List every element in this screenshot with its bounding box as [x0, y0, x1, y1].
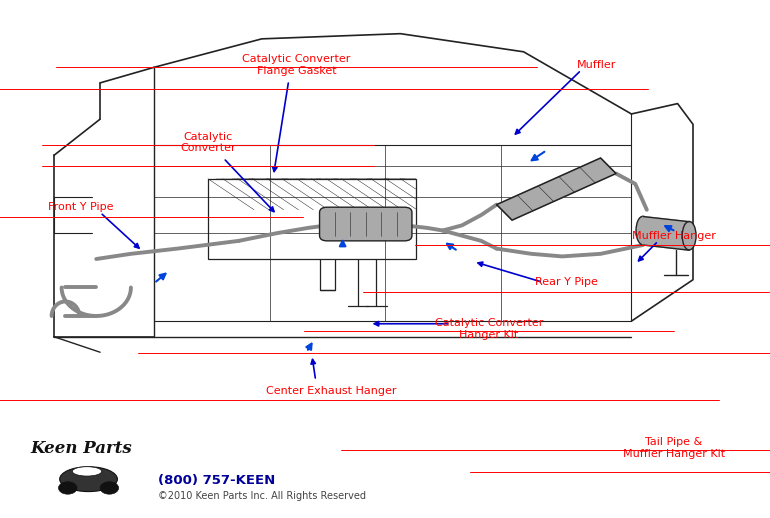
FancyBboxPatch shape [320, 207, 412, 241]
Text: Catalytic Converter
Flange Gasket: Catalytic Converter Flange Gasket [243, 54, 350, 76]
Ellipse shape [60, 467, 117, 492]
Text: Catalytic
Converter: Catalytic Converter [180, 132, 236, 153]
Ellipse shape [636, 217, 650, 245]
Polygon shape [643, 217, 689, 250]
Text: Rear Y Pipe: Rear Y Pipe [534, 277, 598, 287]
Text: Tail Pipe &
Muffler Hanger Kit: Tail Pipe & Muffler Hanger Kit [623, 437, 725, 459]
Text: Front Y Pipe: Front Y Pipe [48, 202, 114, 212]
Text: Catalytic Converter
Hanger Kit: Catalytic Converter Hanger Kit [435, 318, 543, 340]
Text: Muffler: Muffler [577, 60, 617, 70]
Circle shape [100, 482, 119, 494]
Text: Keen Parts: Keen Parts [31, 440, 132, 456]
Ellipse shape [682, 222, 696, 250]
Circle shape [59, 482, 77, 494]
Text: Center Exhaust Hanger: Center Exhaust Hanger [266, 386, 397, 396]
Text: Muffler Hanger: Muffler Hanger [632, 231, 715, 241]
Text: (800) 757-KEEN: (800) 757-KEEN [158, 474, 275, 487]
Ellipse shape [72, 467, 102, 476]
Polygon shape [497, 158, 616, 220]
Text: ©2010 Keen Parts Inc. All Rights Reserved: ©2010 Keen Parts Inc. All Rights Reserve… [158, 491, 366, 501]
